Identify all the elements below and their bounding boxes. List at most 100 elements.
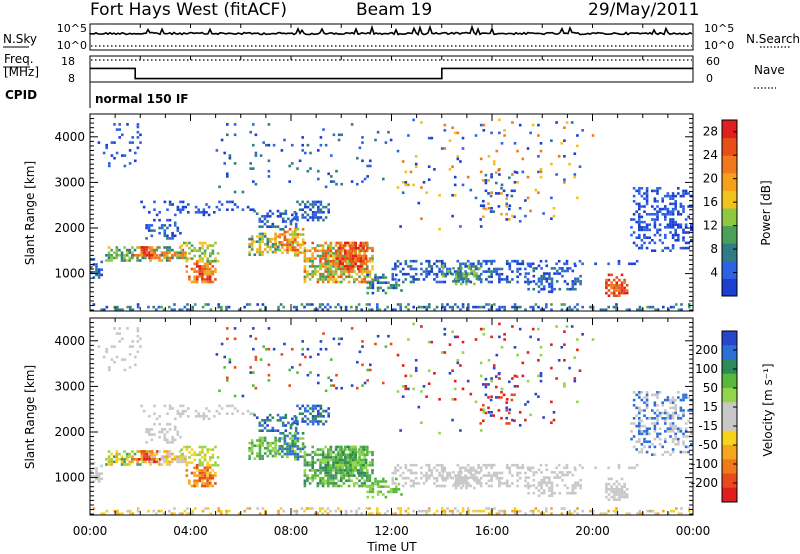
power-cell xyxy=(278,235,281,239)
power-cell xyxy=(581,262,584,266)
velocity-cell xyxy=(526,482,530,485)
velocity-cell xyxy=(194,415,198,418)
power-cell xyxy=(296,241,300,244)
power-cell xyxy=(314,200,317,204)
velocity-cell xyxy=(155,452,159,456)
velocity-cell xyxy=(233,337,237,341)
velocity-cell xyxy=(360,512,363,515)
power-cell xyxy=(391,278,395,281)
power-cell xyxy=(211,259,215,263)
velocity-cell xyxy=(633,466,636,470)
power-cell xyxy=(632,194,636,198)
velocity-cell xyxy=(97,480,101,483)
power-cell xyxy=(291,233,294,236)
velocity-colorbar-segment xyxy=(722,487,737,503)
velocity-cell xyxy=(265,347,268,351)
power-cell xyxy=(355,278,359,281)
velocity-cell xyxy=(121,358,124,361)
velocity-cell xyxy=(214,474,217,477)
power-cell xyxy=(202,211,206,214)
velocity-cell xyxy=(469,466,473,470)
velocity-cell xyxy=(379,490,382,494)
power-cell xyxy=(128,251,132,254)
velocity-cell xyxy=(303,469,307,472)
velocity-cell xyxy=(366,471,369,475)
power-cell xyxy=(473,282,476,286)
power-cell xyxy=(561,269,564,273)
velocity-cell xyxy=(298,412,302,415)
power-cell xyxy=(258,235,262,238)
velocity-colorbar-segment xyxy=(722,345,737,360)
velocity-cell xyxy=(635,393,638,397)
power-cell xyxy=(141,256,145,260)
velocity-cell xyxy=(135,458,138,461)
power-cell xyxy=(395,273,398,277)
power-cell xyxy=(308,303,311,306)
power-cell xyxy=(425,272,428,276)
velocity-cell xyxy=(337,342,341,346)
velocity-cell xyxy=(537,481,541,485)
power-cell xyxy=(661,207,664,211)
velocity-cell xyxy=(537,338,540,341)
velocity-cell xyxy=(233,366,237,369)
power-cell xyxy=(542,287,546,291)
power-cell xyxy=(617,259,621,263)
velocity-cell xyxy=(404,509,408,513)
velocity-cell xyxy=(470,473,473,477)
velocity-cell xyxy=(630,422,633,425)
velocity-cell xyxy=(422,509,426,513)
velocity-cell xyxy=(399,509,402,513)
velocity-cell xyxy=(537,374,540,378)
power-cell xyxy=(337,275,340,279)
power-cell xyxy=(453,131,457,135)
velocity-cell xyxy=(482,383,485,386)
velocity-cell xyxy=(271,429,275,432)
power-cell xyxy=(95,263,98,266)
power-cell xyxy=(684,218,688,221)
power-cell xyxy=(321,278,325,281)
velocity-cell xyxy=(173,455,177,458)
velocity-cell xyxy=(301,353,304,356)
velocity-cell xyxy=(638,427,641,430)
velocity-cell xyxy=(95,469,98,473)
velocity-cell xyxy=(286,434,289,438)
velocity-cell xyxy=(311,461,314,464)
velocity-cell xyxy=(687,419,690,423)
velocity-cell xyxy=(288,450,292,453)
power-cell xyxy=(274,240,277,243)
velocity-cell xyxy=(110,452,113,456)
velocity-cell xyxy=(143,455,146,458)
power-cell xyxy=(354,244,357,247)
power-cell xyxy=(303,267,307,271)
power-cell xyxy=(682,231,685,234)
power-cell xyxy=(607,273,611,277)
power-cell xyxy=(674,194,677,198)
velocity-cell xyxy=(682,440,685,443)
velocity-cell xyxy=(209,463,212,467)
velocity-cell xyxy=(303,450,307,454)
power-cell xyxy=(206,267,209,271)
power-cell xyxy=(671,207,675,211)
velocity-cell xyxy=(311,469,314,472)
power-cell xyxy=(664,226,667,229)
velocity-cell xyxy=(427,340,431,344)
power-cell xyxy=(337,303,340,306)
power-cell xyxy=(656,231,659,234)
power-cell xyxy=(669,197,672,200)
velocity-cell xyxy=(643,440,646,443)
power-cell xyxy=(363,275,366,279)
velocity-cell xyxy=(447,473,450,477)
velocity-cell xyxy=(550,512,553,515)
velocity-cell xyxy=(327,448,330,451)
power-cell xyxy=(484,173,488,177)
power-cell xyxy=(679,223,683,226)
power-cell xyxy=(216,252,220,255)
velocity-cell xyxy=(653,427,657,430)
power-cell xyxy=(487,308,491,311)
power-cell xyxy=(640,246,644,250)
power-cell xyxy=(389,286,393,290)
power-cell xyxy=(638,305,642,309)
velocity-cell xyxy=(623,485,626,488)
velocity-cell xyxy=(666,396,670,399)
power-cell xyxy=(420,186,423,189)
